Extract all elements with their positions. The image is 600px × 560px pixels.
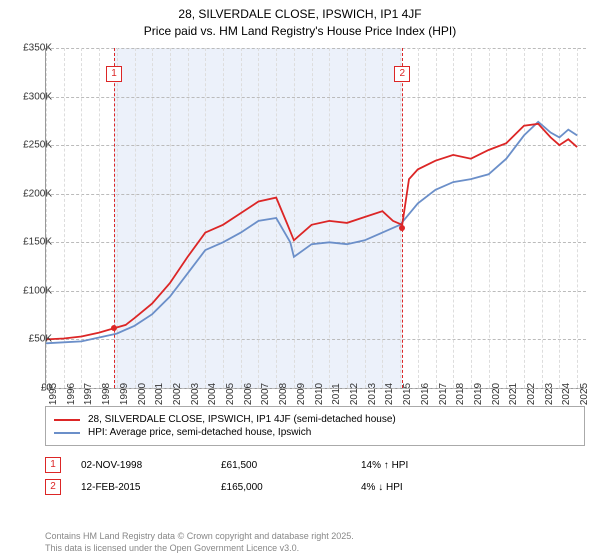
x-tick-label: 2012 bbox=[349, 383, 360, 405]
sale-marker-icon: 1 bbox=[106, 66, 122, 82]
plot-canvas: 12 bbox=[45, 48, 586, 389]
x-tick-label: 2020 bbox=[491, 383, 502, 405]
sale-marker-1: 1 bbox=[45, 457, 61, 473]
sale-marker-2: 2 bbox=[45, 479, 61, 495]
x-tick-label: 2000 bbox=[137, 383, 148, 405]
x-tick-label: 2013 bbox=[367, 383, 378, 405]
x-tick-label: 2022 bbox=[526, 383, 537, 405]
footer: Contains HM Land Registry data © Crown c… bbox=[45, 530, 354, 554]
chart-container: 28, SILVERDALE CLOSE, IPSWICH, IP1 4JF P… bbox=[0, 0, 600, 560]
sale-date-1: 02-NOV-1998 bbox=[81, 460, 201, 471]
line-svg bbox=[46, 48, 586, 388]
sale-row-1: 1 02-NOV-1998 £61,500 14% ↑ HPI bbox=[45, 454, 585, 476]
footer-line2: This data is licensed under the Open Gov… bbox=[45, 543, 299, 553]
x-tick-label: 2006 bbox=[243, 383, 254, 405]
sale-delta-1: 14% ↑ HPI bbox=[361, 460, 481, 471]
x-tick-label: 1998 bbox=[101, 383, 112, 405]
x-tick-label: 2024 bbox=[561, 383, 572, 405]
x-tick-label: 2018 bbox=[455, 383, 466, 405]
footer-line1: Contains HM Land Registry data © Crown c… bbox=[45, 531, 354, 541]
title-address: 28, SILVERDALE CLOSE, IPSWICH, IP1 4JF bbox=[178, 7, 421, 21]
y-tick-label: £50K bbox=[29, 334, 52, 345]
legend-label-red: 28, SILVERDALE CLOSE, IPSWICH, IP1 4JF (… bbox=[88, 414, 396, 425]
legend-swatch-red bbox=[54, 419, 80, 421]
x-tick-label: 2003 bbox=[190, 383, 201, 405]
x-tick-label: 2014 bbox=[384, 383, 395, 405]
sale-price-1: £61,500 bbox=[221, 460, 341, 471]
x-tick-label: 2008 bbox=[278, 383, 289, 405]
sale-date-2: 12-FEB-2015 bbox=[81, 482, 201, 493]
y-tick-label: £300K bbox=[23, 91, 52, 102]
legend-row-red: 28, SILVERDALE CLOSE, IPSWICH, IP1 4JF (… bbox=[54, 414, 576, 425]
x-tick-label: 2001 bbox=[154, 383, 165, 405]
x-tick-label: 2025 bbox=[579, 383, 590, 405]
x-tick-label: 2010 bbox=[314, 383, 325, 405]
x-tick-label: 1999 bbox=[119, 383, 130, 405]
y-tick-label: £200K bbox=[23, 188, 52, 199]
x-tick-label: 2015 bbox=[402, 383, 413, 405]
legend-row-blue: HPI: Average price, semi-detached house,… bbox=[54, 427, 576, 438]
x-tick-label: 2002 bbox=[172, 383, 183, 405]
x-tick-label: 2016 bbox=[420, 383, 431, 405]
title-subtitle: Price paid vs. HM Land Registry's House … bbox=[144, 24, 456, 38]
sale-delta-2: 4% ↓ HPI bbox=[361, 482, 481, 493]
x-tick-label: 2005 bbox=[225, 383, 236, 405]
x-tick-label: 2017 bbox=[438, 383, 449, 405]
x-tick-label: 1996 bbox=[66, 383, 77, 405]
x-tick-label: 2004 bbox=[207, 383, 218, 405]
legend-swatch-blue bbox=[54, 432, 80, 434]
x-tick-label: 2011 bbox=[331, 383, 342, 405]
chart-title: 28, SILVERDALE CLOSE, IPSWICH, IP1 4JF P… bbox=[0, 0, 600, 40]
x-tick-label: 2009 bbox=[296, 383, 307, 405]
sale-price-2: £165,000 bbox=[221, 482, 341, 493]
y-tick-label: £100K bbox=[23, 285, 52, 296]
x-tick-label: 2023 bbox=[544, 383, 555, 405]
plot-area: 12 bbox=[45, 48, 585, 388]
x-tick-label: 2019 bbox=[473, 383, 484, 405]
y-tick-label: £350K bbox=[23, 43, 52, 54]
sale-row-2: 2 12-FEB-2015 £165,000 4% ↓ HPI bbox=[45, 476, 585, 498]
x-tick-label: 1995 bbox=[48, 383, 59, 405]
y-tick-label: £150K bbox=[23, 237, 52, 248]
sale-marker-icon: 2 bbox=[394, 66, 410, 82]
x-tick-label: 2021 bbox=[508, 383, 519, 405]
y-tick-label: £250K bbox=[23, 140, 52, 151]
x-tick-label: 2007 bbox=[260, 383, 271, 405]
sales-table: 1 02-NOV-1998 £61,500 14% ↑ HPI 2 12-FEB… bbox=[45, 454, 585, 498]
legend: 28, SILVERDALE CLOSE, IPSWICH, IP1 4JF (… bbox=[45, 406, 585, 446]
legend-label-blue: HPI: Average price, semi-detached house,… bbox=[88, 427, 311, 438]
x-tick-label: 1997 bbox=[83, 383, 94, 405]
